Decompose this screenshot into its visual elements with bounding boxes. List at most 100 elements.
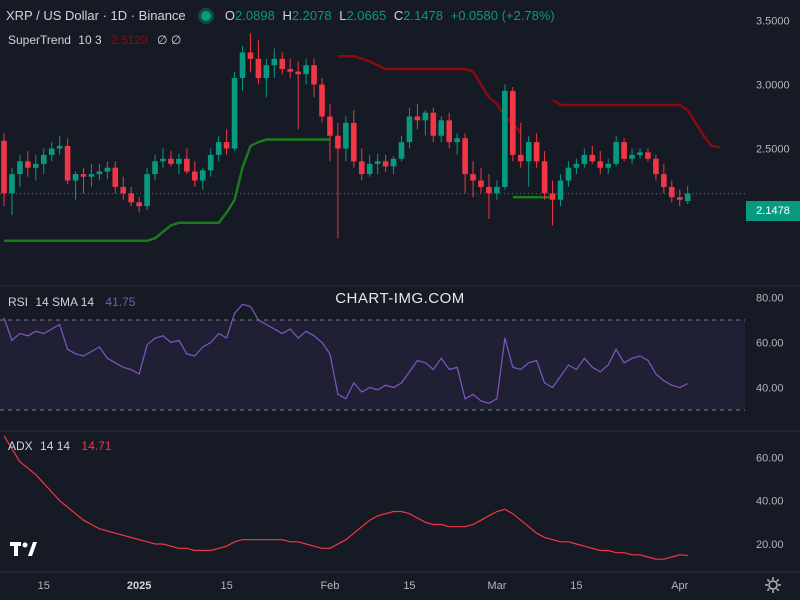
candle-body — [621, 142, 627, 159]
candle-body — [605, 163, 611, 168]
low-label: L — [339, 8, 347, 23]
candle-body — [40, 154, 47, 164]
candle-body — [207, 154, 214, 171]
time-axis-tick: 15 — [403, 580, 415, 592]
candle-body — [374, 161, 381, 164]
candle-body — [120, 186, 127, 194]
candle-body — [589, 154, 596, 162]
candle-body — [72, 174, 79, 181]
candle-body — [263, 65, 270, 79]
open-label: O — [224, 8, 236, 23]
candle-body — [255, 58, 262, 79]
candle-body — [525, 142, 532, 162]
candle-body — [112, 167, 119, 187]
price-axis-tick: 2.5000 — [756, 144, 790, 156]
supertrend-down-line — [551, 98, 720, 149]
candle-body — [80, 174, 87, 177]
candle-body — [629, 154, 635, 159]
adx-label: ADX — [8, 439, 33, 453]
low-value: 2.0665 — [346, 8, 387, 23]
high-label: H — [282, 8, 292, 23]
candle-body — [287, 69, 293, 72]
candle-body — [199, 170, 206, 181]
candle-body — [303, 65, 309, 75]
market-status-icon — [201, 11, 212, 21]
candle-body — [366, 163, 373, 175]
time-axis-tick: Feb — [320, 580, 339, 592]
supertrend-label: SuperTrend — [8, 33, 71, 47]
supertrend-params: 10 3 — [78, 33, 102, 47]
adx-value: 14.71 — [81, 439, 112, 453]
candle-body — [215, 142, 222, 155]
candle-body — [64, 145, 71, 181]
candle-body — [33, 163, 39, 168]
candle-body — [184, 158, 190, 172]
supertrend-down-line — [337, 55, 522, 134]
rsi-axis-tick: 60.00 — [756, 338, 784, 350]
candle-body — [430, 112, 437, 136]
candle-body — [279, 58, 286, 70]
watermark: CHART-IMG.COM — [335, 290, 465, 307]
candle-body — [676, 197, 683, 200]
open-value: 2.0898 — [235, 8, 275, 23]
adx-axis-tick: 60.00 — [756, 452, 784, 464]
candle-body — [669, 186, 675, 198]
time-axis-tick: Mar — [487, 580, 506, 592]
candle-body — [597, 161, 604, 168]
rsi-band-fill — [0, 320, 745, 410]
change-value: +0.0580 (+2.78%) — [450, 8, 555, 23]
candle-body — [247, 52, 254, 59]
candle-body — [192, 171, 198, 181]
rsi-axis-tick: 80.00 — [756, 293, 784, 305]
candle-body — [533, 142, 540, 162]
supertrend-hidden-icons: ∅ ∅ — [157, 33, 182, 47]
candle-body — [613, 142, 619, 164]
rsi-legend: RSI 14 SMA 14 41.75 — [8, 295, 135, 309]
candle-body — [25, 161, 31, 168]
candle-body — [358, 161, 365, 175]
candle-body — [557, 180, 564, 200]
adx-line — [3, 435, 688, 560]
candle-body — [565, 167, 572, 181]
symbol-title: XRP / US Dollar · 1D · Binance — [6, 8, 186, 23]
candle-body — [470, 174, 476, 181]
time-axis-tick: 15 — [38, 580, 50, 592]
candle-body — [581, 154, 588, 164]
candle-body — [414, 116, 421, 121]
candle-body — [438, 120, 445, 136]
time-axis-tick: 15 — [220, 580, 232, 592]
time-axis-tick: Apr — [671, 580, 688, 592]
rsi-params: 14 SMA 14 — [35, 295, 95, 309]
candle-body — [390, 158, 397, 167]
candle-body — [168, 158, 174, 164]
candle-body — [1, 140, 7, 194]
adx-legend: ADX 14 14 14.71 — [8, 439, 111, 453]
rsi-line — [3, 303, 688, 404]
candle-body — [319, 84, 325, 117]
supertrend-value: 2.5120 — [110, 33, 148, 47]
candle-body — [343, 122, 349, 149]
candle-body — [271, 58, 278, 66]
candle-body — [239, 52, 246, 79]
supertrend-legend: SuperTrend 10 3 2.5120 ∅ ∅ — [8, 33, 181, 47]
candle-body — [176, 158, 182, 164]
candle-body — [549, 193, 556, 200]
close-label: C — [393, 8, 404, 23]
rsi-label: RSI — [8, 295, 29, 309]
candle-body — [517, 154, 524, 162]
candle-body — [494, 186, 500, 194]
last-price-label: 2.1478 — [746, 201, 800, 221]
candle-body — [454, 138, 460, 143]
candle-body — [637, 152, 643, 155]
candle-body — [382, 161, 389, 167]
candle-body — [653, 158, 659, 175]
candle-body — [17, 161, 23, 175]
high-value: 2.2078 — [291, 8, 332, 23]
candle-body — [446, 120, 452, 143]
price-axis-tick: 3.5000 — [756, 15, 790, 27]
candle-body — [128, 193, 134, 203]
settings-gear-icon[interactable] — [764, 576, 782, 594]
candle-body — [56, 145, 63, 149]
candle-body — [295, 71, 301, 75]
